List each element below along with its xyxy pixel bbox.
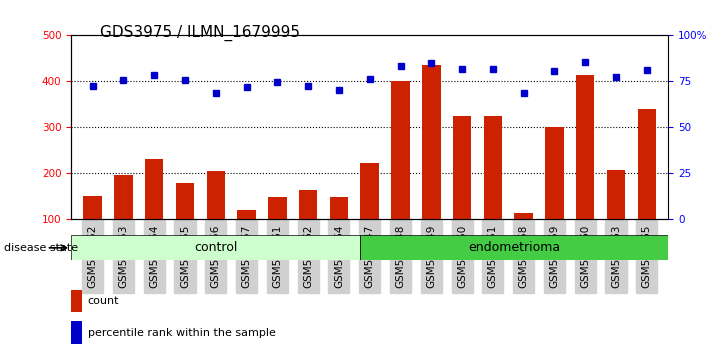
Bar <box>453 116 471 219</box>
Bar <box>330 198 348 219</box>
Bar <box>299 189 317 219</box>
Bar <box>545 127 564 219</box>
Bar <box>207 171 225 219</box>
Text: disease state: disease state <box>4 243 77 253</box>
Text: control: control <box>194 241 237 254</box>
Bar <box>176 183 194 219</box>
Bar <box>71 290 82 312</box>
Bar <box>114 175 133 219</box>
Bar <box>391 81 410 219</box>
Bar <box>71 321 82 344</box>
Bar <box>83 195 102 219</box>
Bar <box>360 163 379 219</box>
Bar <box>606 170 625 219</box>
Bar <box>360 235 668 260</box>
Bar <box>237 210 256 219</box>
Bar <box>71 235 360 260</box>
Bar <box>515 212 533 219</box>
Bar <box>145 159 164 219</box>
Bar <box>268 198 287 219</box>
Text: count: count <box>88 296 119 306</box>
Bar <box>422 65 441 219</box>
Text: endometrioma: endometrioma <box>469 241 560 254</box>
Bar <box>576 74 594 219</box>
Text: GDS3975 / ILMN_1679995: GDS3975 / ILMN_1679995 <box>100 25 299 41</box>
Bar <box>483 116 502 219</box>
Bar <box>638 109 656 219</box>
Text: percentile rank within the sample: percentile rank within the sample <box>88 328 276 338</box>
